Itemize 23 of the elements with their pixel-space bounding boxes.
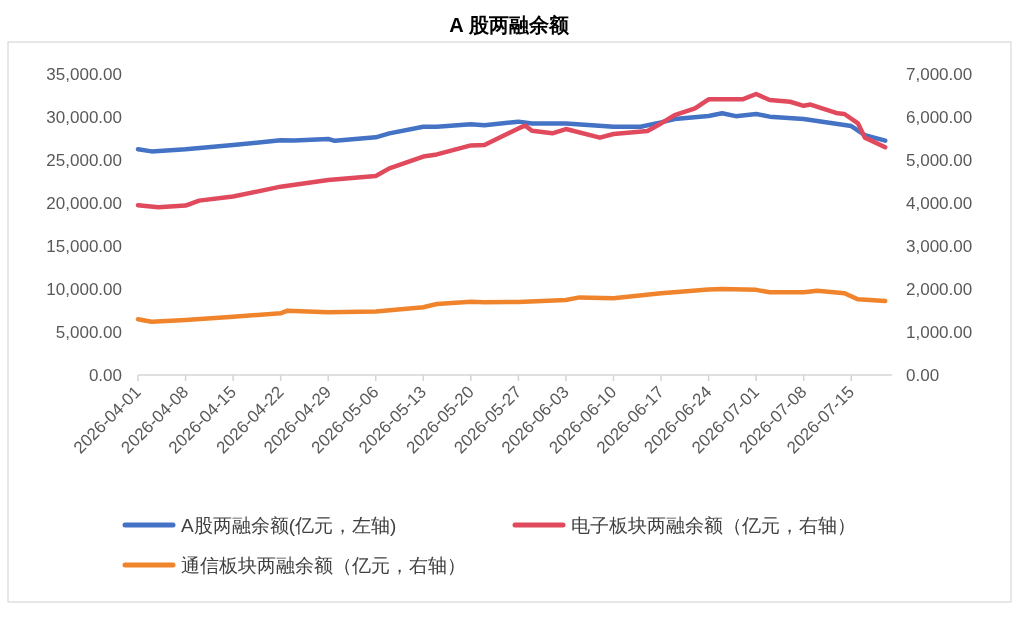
- y2-tick-label: 2,000.00: [906, 280, 973, 299]
- y2-tick-label: 7,000.00: [906, 65, 973, 84]
- line-series: [135, 111, 888, 154]
- line-series: [135, 91, 888, 210]
- line-series: [135, 286, 888, 324]
- legend-label: 通信板块两融余额（亿元，右轴）: [181, 555, 466, 576]
- y-tick-label: 10,000.00: [46, 280, 122, 299]
- y-tick-label: 30,000.00: [46, 108, 122, 127]
- y-tick-label: 15,000.00: [46, 237, 122, 256]
- legend-label: A股两融余额(亿元，左轴): [181, 515, 397, 536]
- chart-title: A 股两融余额: [449, 14, 570, 36]
- y2-tick-label: 3,000.00: [906, 237, 973, 256]
- y2-tick-label: 1,000.00: [906, 323, 973, 342]
- y-tick-label: 0.00: [88, 366, 122, 385]
- y2-tick-label: 0.00: [906, 366, 940, 385]
- y-tick-label: 5,000.00: [55, 323, 122, 342]
- y2-tick-label: 5,000.00: [906, 151, 973, 170]
- y2-tick-label: 6,000.00: [906, 108, 973, 127]
- y2-tick-label: 4,000.00: [906, 194, 973, 213]
- y-tick-label: 20,000.00: [46, 194, 122, 213]
- y-tick-label: 35,000.00: [46, 65, 122, 84]
- y-tick-label: 25,000.00: [46, 151, 122, 170]
- legend-label: 电子板块两融余额（亿元，右轴）: [571, 515, 856, 536]
